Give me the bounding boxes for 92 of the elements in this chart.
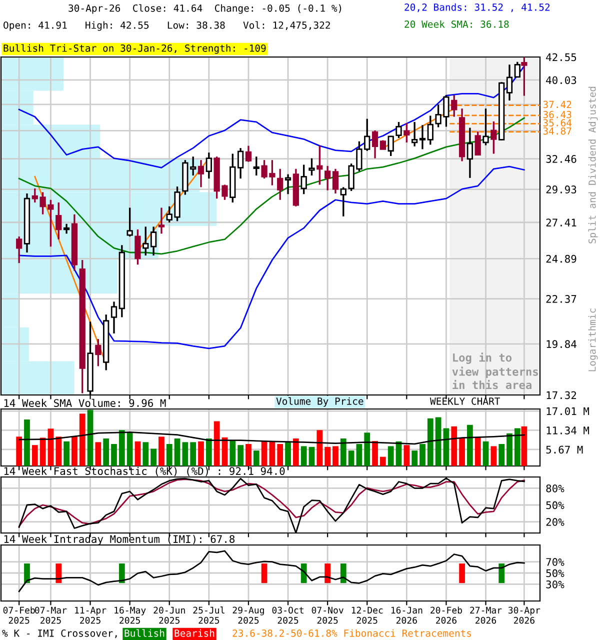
candlestick — [308, 157, 315, 176]
candlestick — [404, 122, 410, 144]
candlestick — [206, 152, 212, 180]
candlestick — [158, 206, 165, 234]
text: 20,2 Bands: 31.52 , 41.52 — [404, 3, 550, 12]
candlestick — [110, 300, 118, 334]
candlestick — [316, 144, 323, 186]
text: Logarithmic — [588, 308, 598, 372]
text: 23.6-38.2-50-61.8% Fibonacci Retracements — [232, 629, 472, 637]
y-tick-label: 27.41 — [546, 218, 576, 226]
candlestick — [245, 144, 252, 163]
y-tick-label: 17.01 M — [546, 407, 590, 416]
band-label: Log in to view patterns in this area — [452, 352, 538, 390]
candlestick — [372, 130, 378, 160]
x-tick-label: 29-Aug 2025 — [232, 606, 264, 624]
y-tick-label: 24.89 — [546, 254, 576, 263]
candlestick — [514, 61, 520, 78]
y-tick-label: 17.32 — [546, 391, 576, 400]
text: Split and Dividend Adjusted — [588, 86, 598, 244]
candlestick — [134, 228, 141, 266]
y-tick-label: 50% — [546, 501, 564, 510]
text: Volume By Price — [276, 397, 364, 407]
candlestick — [412, 121, 418, 148]
candlestick — [521, 57, 528, 97]
candlestick — [95, 338, 102, 368]
x-tick-label: 07-Feb 2025 — [3, 606, 35, 624]
candlestick — [482, 108, 489, 146]
text: % K - IMI Crossover, — [2, 629, 117, 638]
candlestick — [474, 130, 481, 156]
candlestick — [142, 226, 149, 256]
ref-line-label: 34.87 — [543, 127, 572, 135]
candlestick — [284, 173, 292, 195]
y-tick-label: 30% — [546, 580, 564, 588]
y-tick-label: 19.84 — [546, 340, 576, 348]
line-series — [18, 550, 525, 592]
x-tick-label: 20-Jun 2025 — [154, 606, 185, 624]
x-tick-label: 20-Feb 2026 — [430, 606, 462, 624]
line-series — [18, 117, 525, 255]
ref-line-label: 35.64 — [543, 119, 572, 126]
candlestick — [451, 94, 458, 118]
x-tick-label: 30-Apr 2026 — [508, 606, 540, 624]
x-tick-label: 11-Apr 2025 — [75, 606, 106, 624]
y-tick-label: 42.55 — [546, 53, 576, 62]
candlestick — [490, 120, 497, 155]
text: WEEKLY CHART — [430, 397, 500, 405]
y-tick-label: 40.03 — [546, 76, 576, 84]
y-tick-label: 70% — [546, 558, 564, 566]
x-tick-label: 16-May 2025 — [114, 606, 146, 624]
x-tick-label: 25-Jul 2025 — [193, 606, 224, 624]
chart-title: 14 Week Intraday Momentum (IMI): 67.8 — [4, 534, 235, 545]
candlestick — [126, 206, 133, 238]
y-tick-label: 22.37 — [546, 295, 576, 303]
ref-line-label: 36.43 — [543, 110, 572, 118]
x-tick-label: 16-Jan 2026 — [391, 606, 422, 624]
candlestick — [324, 165, 331, 192]
text: Bullish — [124, 629, 164, 637]
candlestick — [332, 168, 339, 194]
text: 30-Apr-26 Close: 41.64 Change: -0.05 (-0.1 %) — [68, 4, 342, 14]
x-tick-label: 07-Mar 2025 — [35, 606, 67, 624]
candlestick — [56, 202, 62, 240]
candlestick — [63, 223, 70, 234]
line-series — [18, 432, 525, 445]
candlestick — [300, 164, 307, 195]
candlestick — [150, 226, 157, 256]
candlestick — [506, 64, 513, 102]
candlestick — [466, 126, 474, 179]
y-tick-label: 50% — [546, 569, 564, 578]
candlestick — [277, 168, 284, 201]
ref-line-label: 37.42 — [543, 100, 572, 108]
x-tick-label: 27-Mar 2026 — [470, 606, 502, 624]
y-tick-label: 5.67 M — [546, 446, 583, 454]
chart-title: 14 Week Fast Stochastic (%K) (%D) : 92.1 94.0 — [4, 466, 285, 476]
y-tick-label: 11.34 M — [546, 426, 590, 434]
candlestick — [253, 156, 260, 176]
text: Bullish Tri-Star on 30-Jan-26, Strength: -109 — [4, 44, 266, 54]
candlestick — [427, 114, 434, 146]
candlestick — [16, 236, 22, 264]
y-tick-label: 20% — [546, 518, 564, 526]
text: Open: 41.91 High: 42.55 Low: 38.38 Vol: 12,475,322 — [4, 21, 330, 31]
text: Bearish — [174, 629, 214, 637]
candlestick — [237, 147, 244, 180]
y-tick-label: 80% — [546, 484, 564, 492]
x-tick-label: 03-Oct 2025 — [272, 606, 304, 624]
x-tick-label: 12-Dec 2025 — [352, 606, 383, 624]
y-tick-label: 29.93 — [546, 186, 576, 194]
text: 20 Week SMA: 36.18 — [404, 20, 509, 28]
line-series — [18, 166, 525, 350]
candlestick — [419, 124, 426, 150]
candlestick — [198, 159, 204, 188]
x-tick-label: 07-Nov 2025 — [312, 606, 344, 624]
y-tick-label: 32.46 — [546, 155, 576, 163]
chart-title: 14 Week SMA Volume: 9.96 M — [4, 398, 166, 407]
